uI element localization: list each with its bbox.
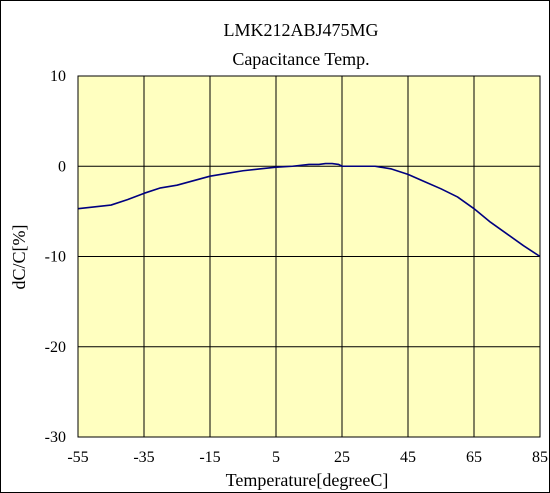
x-tick-label: 85 bbox=[532, 449, 548, 466]
x-tick-label: 45 bbox=[400, 449, 416, 466]
y-tick-label: 0 bbox=[58, 158, 66, 175]
x-tick-label: 25 bbox=[334, 449, 350, 466]
x-tick-labels: -55 -35 -15 5 25 45 65 85 bbox=[67, 449, 548, 466]
chart-subtitle: Capacitance Temp. bbox=[232, 49, 369, 69]
y-tick-labels: 10 0 -10 -20 -30 bbox=[45, 68, 66, 446]
y-tick-label: -30 bbox=[45, 429, 66, 446]
series-line bbox=[77, 162, 541, 258]
plot-border bbox=[77, 75, 541, 438]
x-tick-label: -35 bbox=[133, 449, 154, 466]
y-tick-label: -10 bbox=[45, 249, 66, 266]
x-tick-label: 65 bbox=[466, 449, 482, 466]
chart-title: LMK212ABJ475MG bbox=[223, 20, 378, 40]
x-axis-label: Temperature[degreeC] bbox=[226, 470, 389, 490]
y-tick-label: 10 bbox=[50, 68, 66, 85]
x-tick-label: 5 bbox=[272, 449, 280, 466]
y-axis-label: dC/C[%] bbox=[9, 225, 29, 290]
x-tick-label: -15 bbox=[199, 449, 220, 466]
grid-lines bbox=[78, 76, 540, 437]
x-tick-label: -55 bbox=[67, 449, 88, 466]
y-tick-label: -20 bbox=[45, 339, 66, 356]
series-layer bbox=[77, 162, 541, 258]
